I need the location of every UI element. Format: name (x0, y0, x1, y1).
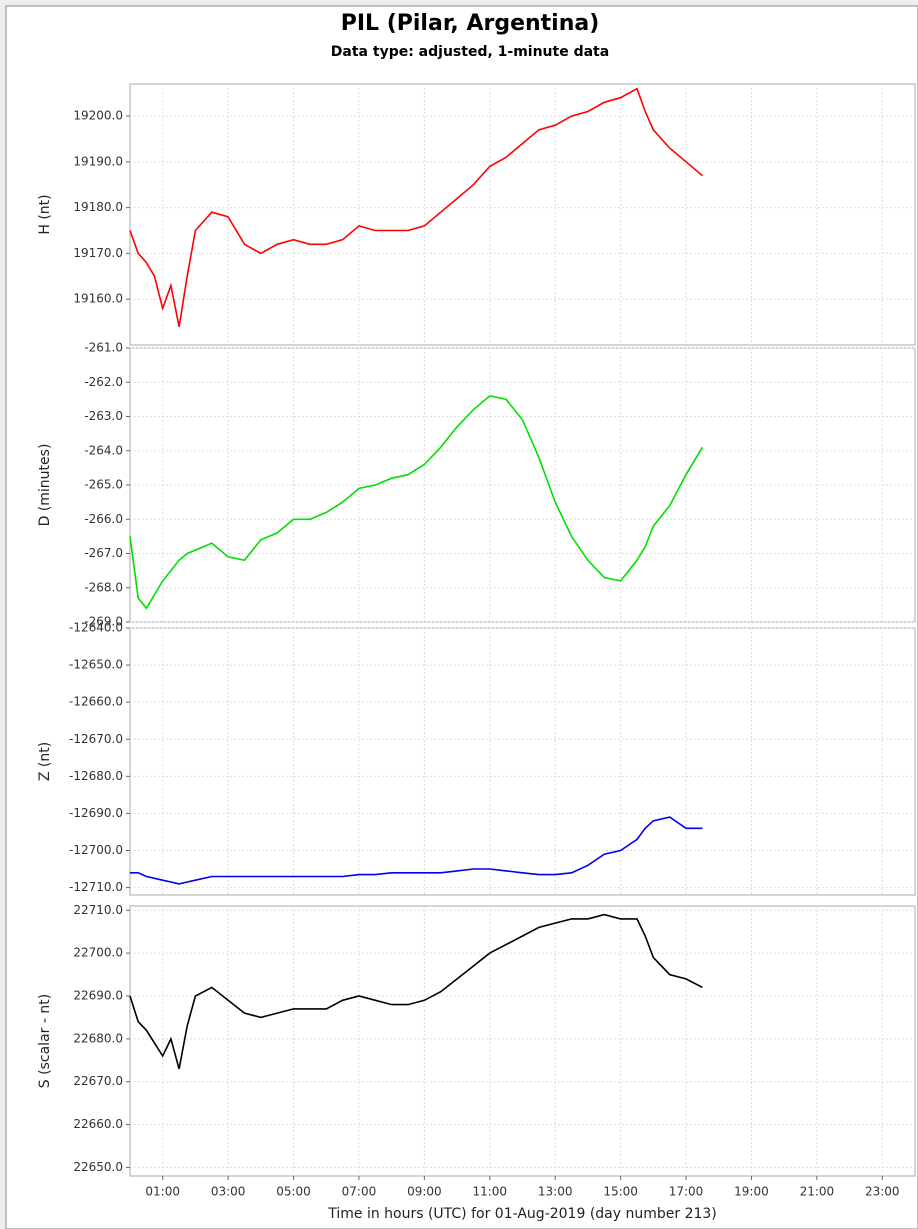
y-tick-label: -12710.0 (69, 880, 123, 894)
x-tick-label: 05:00 (276, 1185, 311, 1199)
y-axis-label: D (minutes) (37, 444, 53, 527)
y-tick-label: 19160.0 (73, 292, 123, 306)
x-tick-label: 03:00 (211, 1185, 246, 1199)
y-tick-label: 19180.0 (73, 200, 123, 214)
y-tick-label: -268.0 (84, 580, 123, 594)
x-axis-label: Time in hours (UTC) for 01-Aug-2019 (day… (327, 1206, 717, 1222)
y-tick-label: -269.0 (84, 615, 123, 629)
x-tick-label: 17:00 (669, 1185, 704, 1199)
x-tick-label: 15:00 (603, 1185, 638, 1199)
y-tick-label: 22670.0 (73, 1074, 123, 1088)
plot-area (129, 83, 916, 346)
y-tick-label: 22650.0 (73, 1160, 123, 1174)
y-tick-label: -266.0 (84, 512, 123, 526)
y-tick-label: -265.0 (84, 478, 123, 492)
x-tick-label: 21:00 (800, 1185, 835, 1199)
y-tick-label: -12660.0 (69, 695, 123, 709)
y-tick-label: 22680.0 (73, 1031, 123, 1045)
y-tick-label: -12670.0 (69, 732, 123, 746)
y-tick-label: 22690.0 (73, 989, 123, 1003)
x-tick-label: 13:00 (538, 1185, 573, 1199)
y-tick-label: -12680.0 (69, 769, 123, 783)
x-tick-label: 01:00 (145, 1185, 180, 1199)
x-tick-label: 07:00 (342, 1185, 377, 1199)
y-tick-label: 19170.0 (73, 246, 123, 260)
y-tick-label: -262.0 (84, 375, 123, 389)
y-axis-label: S (scalar - nt) (37, 994, 53, 1088)
x-tick-label: 19:00 (734, 1185, 769, 1199)
y-axis-label: H (nt) (37, 194, 53, 234)
y-tick-label: -12700.0 (69, 843, 123, 857)
chart-title: PIL (Pilar, Argentina) (341, 11, 600, 36)
y-tick-label: -267.0 (84, 546, 123, 560)
plot-area (129, 905, 916, 1177)
y-tick-label: 19200.0 (73, 109, 123, 123)
y-tick-label: -12640.0 (69, 621, 123, 635)
x-tick-label: 11:00 (472, 1185, 507, 1199)
y-tick-label: 22700.0 (73, 946, 123, 960)
chart-subtitle: Data type: adjusted, 1-minute data (331, 44, 609, 60)
y-tick-label: -12690.0 (69, 806, 123, 820)
y-tick-label: -264.0 (84, 443, 123, 457)
y-tick-label: 22660.0 (73, 1117, 123, 1131)
y-axis-label: Z (nt) (37, 742, 53, 781)
y-tick-label: 19190.0 (73, 154, 123, 168)
plot-area (129, 627, 916, 896)
y-tick-label: -261.0 (84, 341, 123, 355)
y-tick-label: -12650.0 (69, 658, 123, 672)
y-tick-label: -263.0 (84, 409, 123, 423)
x-tick-label: 23:00 (865, 1185, 900, 1199)
x-tick-label: 09:00 (407, 1185, 442, 1199)
y-tick-label: 22710.0 (73, 903, 123, 917)
